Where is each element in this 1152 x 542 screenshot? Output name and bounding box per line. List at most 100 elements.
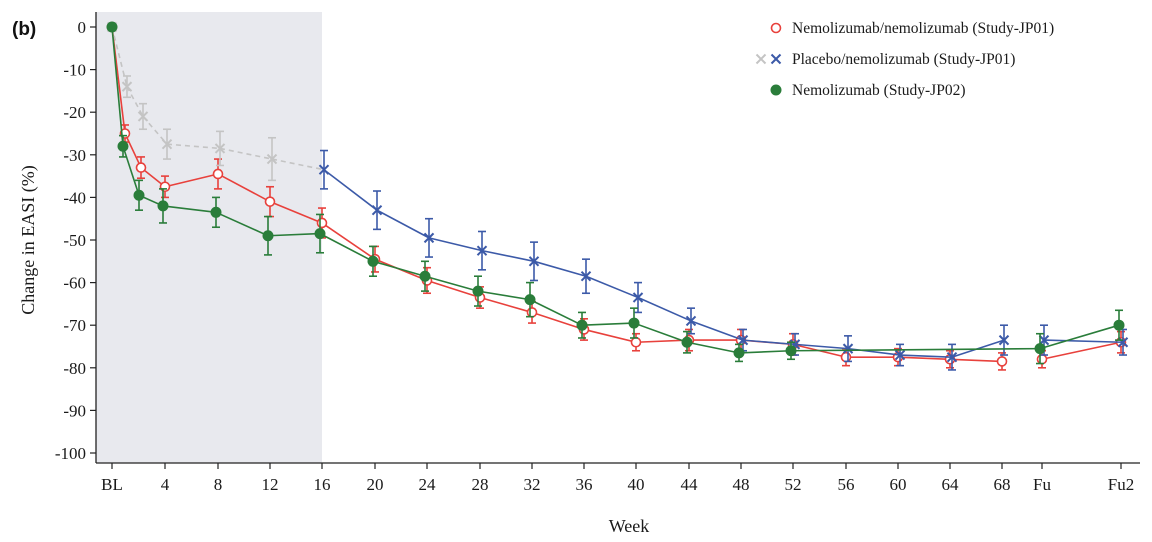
x-tick-label: BL: [101, 475, 123, 494]
y-axis-title: Change in EASI (%): [18, 165, 39, 314]
data-point: [106, 21, 118, 33]
data-point: [117, 140, 129, 152]
legend-label: Nemolizumab/nemolizumab (Study-JP01): [792, 20, 1054, 37]
data-point: [371, 204, 383, 216]
data-point-stroke: [214, 143, 226, 154]
data-point-stroke: [1038, 334, 1050, 346]
data-point-stroke: [318, 164, 330, 175]
x-tick-label: 8: [214, 475, 223, 494]
series-2: [106, 21, 1129, 371]
legend-item: Nemolizumab (Study-JP02): [770, 82, 966, 99]
data-point-stroke: [946, 351, 958, 363]
series-line-segment: [323, 169, 378, 211]
y-tick-label: -90: [63, 401, 86, 420]
data-point: [628, 317, 640, 329]
x-tick-label: 4: [161, 475, 170, 494]
data-point: [214, 143, 226, 154]
series-line-segment: [319, 232, 374, 263]
series-line-segment: [742, 339, 796, 346]
data-point: [894, 349, 906, 361]
series-line-segment: [585, 275, 639, 299]
data-point: [946, 351, 958, 363]
series-line-segment: [269, 200, 323, 224]
x-axis-title: Week: [609, 516, 650, 536]
y-tick-label: 0: [78, 18, 87, 37]
series-line-segment: [267, 232, 321, 237]
data-point: [840, 351, 852, 363]
data-point: [1113, 319, 1125, 331]
series-line-segment: [531, 311, 585, 331]
data-point-stroke: [266, 153, 278, 165]
data-point: [770, 22, 782, 34]
data-point-stroke: [137, 111, 149, 122]
series-line-segment: [126, 86, 144, 117]
series-line-segment: [738, 349, 792, 354]
data-point-stroke: [998, 334, 1010, 346]
series-line-segment: [583, 328, 637, 344]
legend: Nemolizumab/nemolizumab (Study-JP01) Plac…: [755, 20, 1054, 99]
data-point: [314, 228, 326, 240]
series-line-segment: [899, 354, 953, 358]
series-line-segment: [581, 322, 635, 326]
data-point: [419, 270, 431, 282]
data-point: [632, 292, 644, 303]
data-point: [681, 336, 693, 348]
legend-marker: [770, 53, 782, 65]
data-point: [842, 343, 854, 354]
series-line-segment: [164, 173, 219, 188]
x-tick-label: 20: [367, 475, 384, 494]
data-point: [998, 334, 1010, 346]
y-tick-label: -70: [63, 316, 86, 335]
data-point: [785, 345, 797, 357]
x-tick-label: 48: [733, 475, 750, 494]
data-point: [733, 347, 745, 359]
x-tick-label: 12: [262, 475, 279, 494]
y-tick-label: -50: [63, 231, 86, 250]
series-line-segment: [790, 347, 1041, 352]
x-tick-label: 64: [942, 475, 960, 494]
data-point: [133, 189, 145, 201]
y-tick-label: -60: [63, 274, 86, 293]
series-line-segment: [529, 298, 583, 326]
legend-label: Nemolizumab (Study-JP02): [792, 82, 966, 99]
data-point: [476, 245, 488, 256]
series-line-segment: [124, 133, 142, 168]
data-point: [1038, 334, 1050, 346]
data-point-stroke: [842, 343, 854, 354]
data-point: [576, 319, 588, 331]
data-point: [423, 232, 435, 244]
x-tick-label: 44: [681, 475, 699, 494]
data-point-stroke: [528, 256, 540, 267]
series-line-segment: [217, 173, 271, 203]
panel-label: (b): [12, 19, 36, 40]
data-point-stroke: [121, 81, 133, 92]
y-tick-label: -10: [63, 61, 86, 80]
data-point-stroke: [371, 204, 383, 216]
series-line-segment: [372, 260, 426, 277]
x-tick-label: 40: [628, 475, 645, 494]
series-line-segment: [1041, 341, 1122, 361]
series-line-segment: [426, 279, 481, 299]
treatment-period-shade: [96, 12, 322, 463]
series-line-segment: [686, 341, 740, 354]
series-line-segment: [111, 26, 128, 87]
series-line-segment: [376, 209, 430, 239]
x-tick-label: Fu2: [1108, 475, 1134, 494]
data-point: [210, 206, 222, 218]
data-point: [161, 138, 173, 150]
data-point: [137, 111, 149, 122]
series-line-segment: [321, 222, 376, 260]
y-tick-label: -30: [63, 146, 86, 165]
data-point: [159, 181, 171, 193]
legend-marker-stroke: [770, 53, 782, 65]
y-tick-label: -40: [63, 188, 86, 207]
x-tick-label: 36: [576, 475, 593, 494]
data-point: [1034, 343, 1046, 355]
series-line-segment: [424, 275, 479, 292]
data-point: [580, 271, 592, 282]
x-tick-label: 16: [314, 475, 331, 494]
data-point: [1117, 337, 1129, 348]
data-point: [264, 196, 276, 207]
data-point-stroke: [423, 232, 435, 244]
